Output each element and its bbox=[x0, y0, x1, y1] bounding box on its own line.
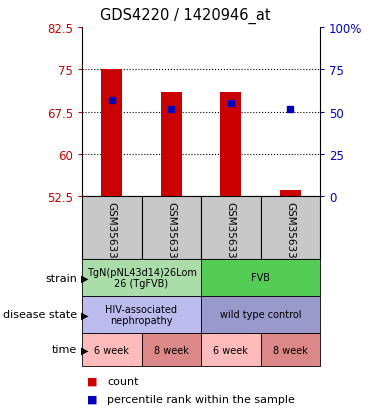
Bar bbox=[260, 197, 320, 259]
Text: time: time bbox=[52, 345, 77, 355]
Text: GSM356334: GSM356334 bbox=[107, 202, 117, 265]
Bar bbox=[260, 333, 320, 366]
Bar bbox=[201, 333, 260, 366]
Text: 6 week: 6 week bbox=[94, 345, 129, 355]
Text: GSM356335: GSM356335 bbox=[166, 202, 176, 265]
Text: TgN(pNL43d14)26Lom
26 (TgFVB): TgN(pNL43d14)26Lom 26 (TgFVB) bbox=[87, 267, 196, 289]
Text: ■: ■ bbox=[87, 376, 98, 386]
Bar bbox=[82, 197, 141, 259]
Bar bbox=[141, 197, 201, 259]
Text: disease state: disease state bbox=[3, 310, 77, 320]
Text: FVB: FVB bbox=[251, 273, 270, 283]
Bar bbox=[201, 197, 260, 259]
Text: GSM356337: GSM356337 bbox=[226, 202, 236, 265]
Text: ▶: ▶ bbox=[81, 345, 88, 355]
Text: percentile rank within the sample: percentile rank within the sample bbox=[107, 394, 295, 404]
Bar bbox=[82, 333, 141, 366]
Bar bbox=[101, 70, 122, 197]
Bar bbox=[161, 93, 182, 197]
Text: ▶: ▶ bbox=[81, 310, 88, 320]
Text: 6 week: 6 week bbox=[213, 345, 248, 355]
Text: wild type control: wild type control bbox=[220, 310, 301, 320]
Bar bbox=[141, 333, 201, 366]
Text: ■: ■ bbox=[87, 394, 98, 404]
Bar bbox=[82, 296, 201, 333]
Text: count: count bbox=[107, 376, 139, 386]
Text: HIV-associated
nephropathy: HIV-associated nephropathy bbox=[105, 304, 178, 325]
Text: 8 week: 8 week bbox=[273, 345, 308, 355]
Text: strain: strain bbox=[45, 273, 77, 283]
Bar bbox=[201, 259, 320, 296]
Bar bbox=[221, 93, 241, 197]
Bar bbox=[280, 191, 301, 197]
Text: GDS4220 / 1420946_at: GDS4220 / 1420946_at bbox=[100, 8, 270, 24]
Text: GSM356336: GSM356336 bbox=[285, 202, 295, 265]
Text: ▶: ▶ bbox=[81, 273, 88, 283]
Bar bbox=[82, 259, 201, 296]
Bar bbox=[201, 296, 320, 333]
Text: 8 week: 8 week bbox=[154, 345, 189, 355]
